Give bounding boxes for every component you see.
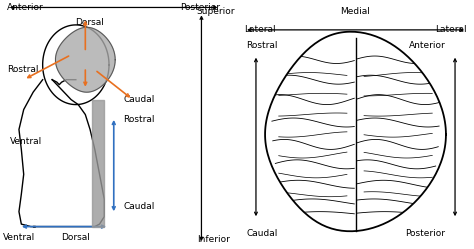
Text: Lateral: Lateral: [435, 25, 467, 34]
Text: Lateral: Lateral: [244, 25, 276, 34]
Text: Caudal: Caudal: [123, 202, 155, 211]
Text: Posterior: Posterior: [181, 3, 220, 12]
Text: Rostral: Rostral: [246, 41, 278, 50]
Text: Ventral: Ventral: [3, 233, 35, 242]
Text: Rostral: Rostral: [7, 65, 38, 74]
Text: Medial: Medial: [340, 7, 371, 16]
Polygon shape: [92, 100, 104, 227]
Text: Dorsal: Dorsal: [76, 18, 104, 27]
Polygon shape: [55, 27, 115, 92]
Text: Dorsal: Dorsal: [62, 233, 90, 242]
Text: Anterior: Anterior: [7, 3, 44, 12]
Text: Superior: Superior: [197, 7, 235, 16]
Polygon shape: [265, 32, 446, 231]
Text: Caudal: Caudal: [246, 229, 278, 238]
Text: Rostral: Rostral: [123, 115, 155, 124]
Text: Caudal: Caudal: [123, 95, 155, 104]
Text: Inferior: Inferior: [197, 235, 229, 244]
Text: Ventral: Ventral: [9, 137, 42, 146]
Text: Posterior: Posterior: [406, 229, 446, 238]
Text: Anterior: Anterior: [409, 41, 446, 50]
